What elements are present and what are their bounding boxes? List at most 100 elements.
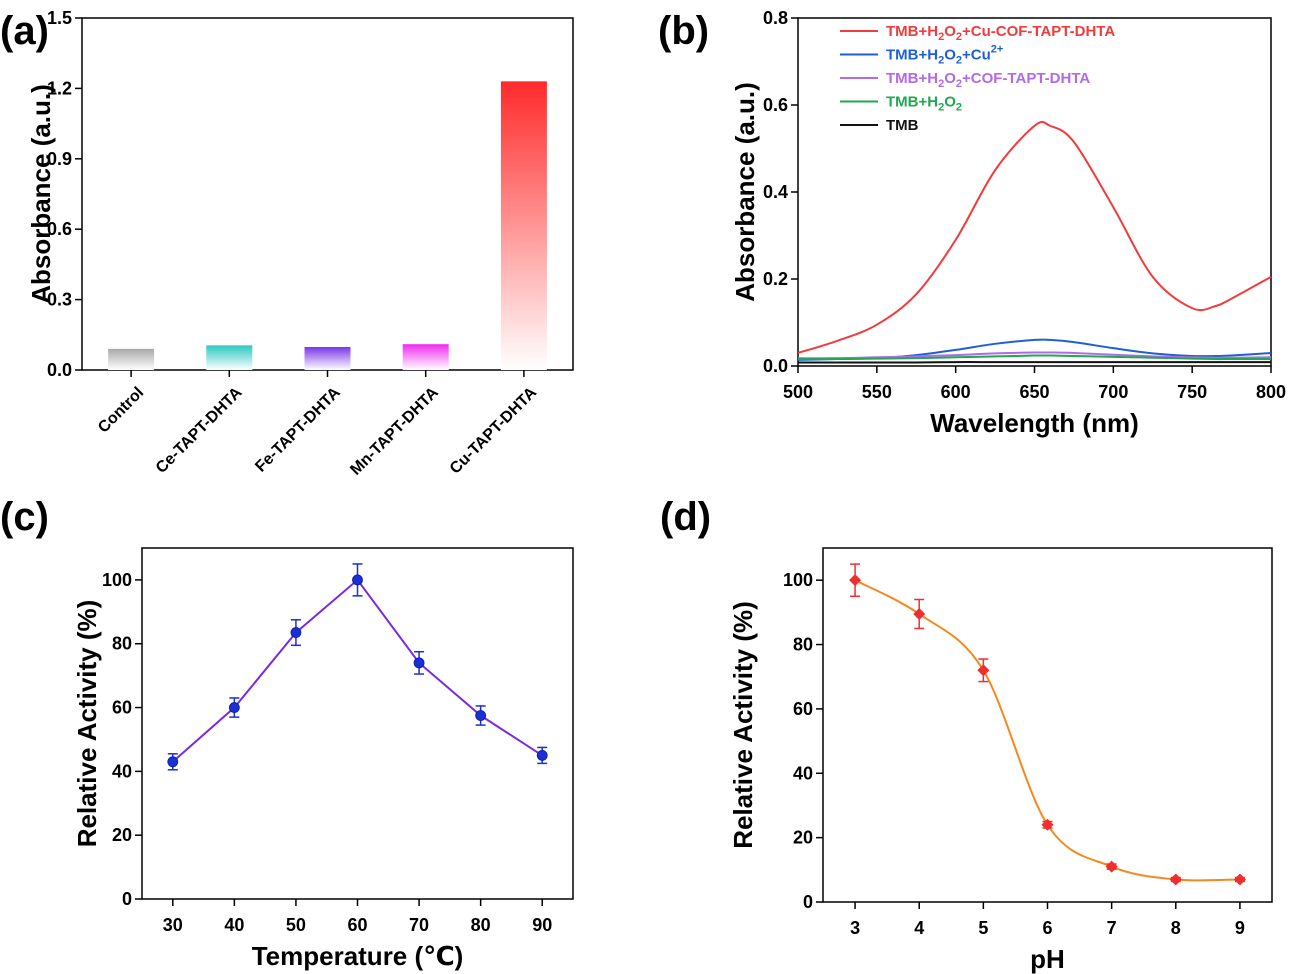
legend-label-part: O (944, 23, 956, 40)
legend-label-part: TMB (886, 117, 919, 134)
x-tick-label-a: Cu-TAPT-DHTA (447, 384, 541, 478)
legend-label-0: TMB+H2O2+Cu-COF-TAPT-DHTA (886, 23, 1115, 43)
bar-ce-tapt-dhta (206, 345, 253, 370)
plot-frame-c (141, 547, 574, 900)
y-tick-label-c: 100 (102, 570, 132, 590)
bar-control (108, 348, 155, 370)
bar-cu-tapt-dhta (500, 81, 547, 371)
spectrum-line-2 (797, 351, 1272, 360)
y-tick-label-b: 0.0 (763, 356, 788, 376)
y-tick-label-d: 80 (793, 635, 813, 655)
x-tick-label-d: 5 (978, 918, 988, 938)
bar-mn-tapt-dhta (402, 344, 449, 370)
legend-label-part: 2 (956, 55, 962, 67)
y-tick-label-b: 0.6 (763, 95, 788, 115)
legend-label-4: TMB (886, 117, 919, 134)
x-tick-label-a: Fe-TAPT-DHTA (252, 384, 344, 476)
data-point-c (413, 657, 425, 669)
x-tick-label-d: 4 (914, 918, 924, 938)
spectrum-line-3 (797, 354, 1271, 361)
y-tick-label-a: 0.6 (47, 219, 72, 239)
legend-label-part: 2 (938, 55, 944, 67)
y-axis-label-c: Relative Activity (%) (72, 600, 102, 848)
x-tick-label-c: 40 (224, 915, 244, 935)
plot-frame-a (81, 17, 574, 371)
y-tick-label-d: 60 (793, 699, 813, 719)
data-point-c (228, 702, 240, 713)
y-tick-label-c: 0 (122, 889, 132, 909)
legend-label-part: TMB+H (886, 23, 938, 40)
chart-a: 0.0 0.3 0.6 0.9 1.2 1.5 Absorbance (a.u.) Contr… (26, 8, 574, 479)
x-tick-label-b: 550 (862, 382, 892, 402)
x-tick-label-c: 80 (471, 915, 491, 935)
x-axis-label-d: pH (1030, 944, 1065, 974)
x-tick-label-c: 60 (347, 915, 367, 935)
y-tick-label-b: 0.2 (763, 269, 788, 289)
legend-label-part: 2 (938, 31, 944, 43)
x-tick-label-c: 30 (163, 915, 183, 935)
data-point-d (1169, 873, 1182, 886)
legend-label-part: TMB+H (886, 94, 938, 111)
legend-label-part: +COF-TAPT-DHTA (962, 70, 1090, 87)
x-tick-label-a: Control (95, 384, 147, 436)
legend-label-part: +Cu-COF-TAPT-DHTA (962, 23, 1115, 40)
panel-d-label: (d) (660, 495, 711, 539)
chart-b: 0.0 0.2 0.4 0.6 0.8 Absorbance (a.u.) 500 550 60… (730, 8, 1286, 438)
x-tick-label-d: 8 (1171, 918, 1181, 938)
x-tick-label-d: 7 (1107, 918, 1117, 938)
x-tick-label-a: Mn-TAPT-DHTA (347, 384, 442, 479)
plot-frame-d (822, 547, 1273, 903)
legend-label-part: 2+ (991, 44, 1004, 56)
y-tick-label-d: 0 (803, 892, 813, 912)
data-point-d (913, 607, 926, 620)
data-point-c (475, 710, 487, 721)
legend-label-part: 2 (956, 78, 962, 90)
data-point-c (536, 750, 548, 761)
x-tick-label-c: 50 (286, 915, 306, 935)
data-point-c (290, 627, 302, 638)
y-tick-label-a: 0.9 (47, 149, 72, 169)
legend-label-part: 2 (956, 31, 962, 43)
y-tick-label-b: 0.4 (763, 182, 788, 202)
legend-label-part: 2 (956, 102, 962, 114)
legend-label-part: +Cu (962, 47, 991, 64)
x-tick-label-d: 9 (1235, 918, 1245, 938)
y-tick-label-a: 1.5 (47, 8, 72, 28)
x-tick-label-b: 750 (1177, 382, 1207, 402)
data-point-d (1105, 860, 1118, 873)
y-axis-label-b: Absorbance (a.u.) (730, 82, 760, 302)
x-axis-label-c: Temperature (℃) (252, 941, 464, 971)
x-tick-label-c: 70 (409, 915, 429, 935)
legend-label-3: TMB+H2O2 (886, 94, 962, 114)
x-tick-label-c: 90 (532, 915, 552, 935)
legend-label-part: O (944, 94, 956, 111)
y-tick-label-d: 100 (783, 570, 813, 590)
x-tick-label-b: 800 (1256, 382, 1286, 402)
y-tick-label-a: 1.2 (47, 78, 72, 98)
data-point-d (1041, 818, 1054, 831)
panel-a-label: (a) (0, 9, 49, 53)
panel-c-label: (c) (0, 495, 49, 539)
data-point-d (1233, 873, 1246, 886)
bar-fe-tapt-dhta (304, 347, 351, 370)
y-tick-label-a: 0.3 (47, 290, 72, 310)
y-tick-label-c: 60 (112, 698, 132, 718)
y-tick-label-c: 40 (112, 761, 132, 781)
x-tick-label-b: 500 (783, 382, 813, 402)
y-axis-label-a: Absorbance (a.u.) (26, 84, 56, 304)
legend-label-1: TMB+H2O2+Cu2+ (886, 44, 1003, 67)
data-point-c (167, 756, 179, 768)
spectrum-line-0 (797, 120, 1272, 354)
y-tick-label-c: 80 (112, 634, 132, 654)
legend-label-part: O (944, 47, 956, 64)
x-tick-label-d: 6 (1042, 918, 1052, 938)
x-tick-label-b: 650 (1019, 382, 1049, 402)
series-line-d (854, 579, 1240, 882)
y-tick-label-c: 20 (112, 825, 132, 845)
chart-d: 0 20 40 60 80 100 Relative Activity (%) 3 4 5 6 7 8 9… (728, 547, 1273, 974)
legend-label-part: TMB+H (886, 70, 938, 87)
legend-label-part: 2 (938, 102, 944, 114)
legend-label-part: O (944, 70, 956, 87)
